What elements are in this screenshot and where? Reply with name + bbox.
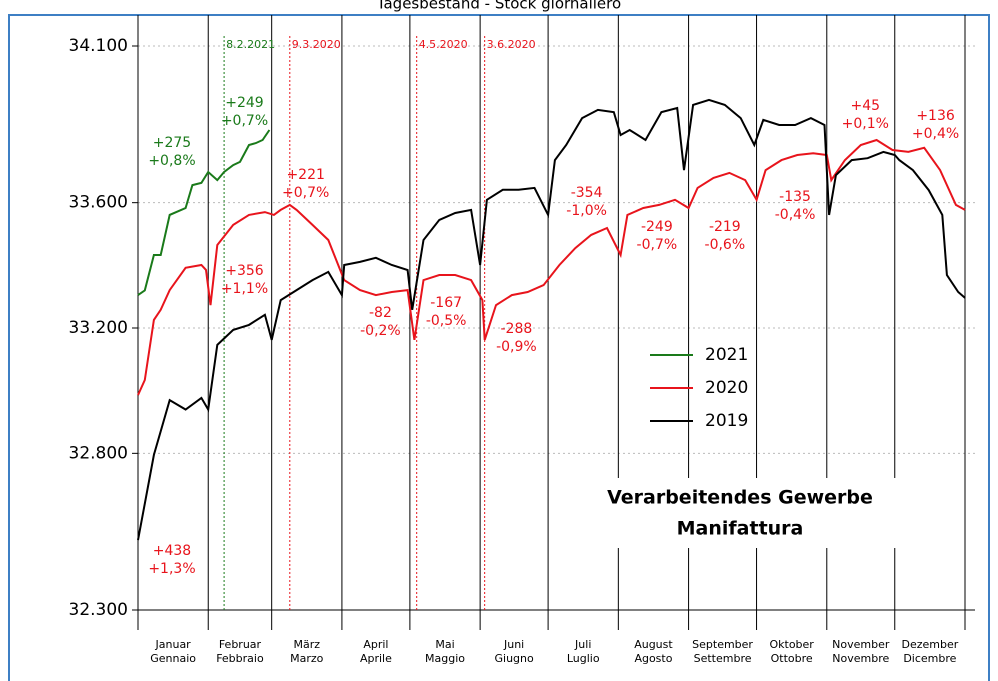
y-tick-label: 33.200: [69, 318, 128, 338]
month-label: Novembre: [832, 652, 889, 665]
annotation: -0,5%: [426, 313, 467, 329]
annotation: +1,1%: [221, 281, 268, 297]
box-bg: [580, 478, 905, 548]
event-label: 4.5.2020: [419, 38, 468, 51]
month-label: Oktober: [769, 638, 814, 651]
annotation: +275: [153, 135, 191, 151]
month-label: Febbraio: [216, 652, 264, 665]
month-label: Gennaio: [150, 652, 196, 665]
annotation: -1,0%: [566, 203, 607, 219]
box-text: Manifattura: [677, 518, 804, 540]
y-tick-label: 32.300: [69, 600, 128, 620]
annotation: +45: [851, 98, 881, 114]
annotation: +1,3%: [148, 561, 195, 577]
month-label: Juli: [574, 638, 591, 651]
legend-label: 2019: [705, 411, 748, 431]
legend-label: 2021: [705, 345, 748, 365]
y-tick-label: 32.800: [69, 443, 128, 463]
month-label: Juni: [503, 638, 524, 651]
month-label: November: [832, 638, 890, 651]
event-label: 3.6.2020: [487, 38, 536, 51]
series-line: [137, 129, 271, 296]
month-label: März: [294, 638, 321, 651]
frame: [8, 14, 990, 681]
month-label: Februar: [219, 638, 262, 651]
month-label: Ottobre: [771, 652, 813, 665]
month-label: Giugno: [494, 652, 534, 665]
annotation: -0,4%: [775, 207, 816, 223]
month-label: September: [692, 638, 753, 651]
annotation: -288: [500, 321, 532, 337]
month-label: Mai: [435, 638, 454, 651]
annotation: -82: [369, 305, 392, 321]
month-label: August: [634, 638, 673, 651]
annotation: -249: [641, 219, 673, 235]
annotation: +0,8%: [148, 153, 195, 169]
annotation: -354: [571, 185, 603, 201]
annotation: -0,7%: [637, 237, 678, 253]
month-label: April: [363, 638, 388, 651]
annotation: +356: [225, 263, 264, 279]
annotation: +438: [153, 543, 191, 559]
box-text: Verarbeitendes Gewerbe: [607, 487, 873, 509]
annotation: +249: [225, 95, 263, 111]
y-tick-label: 33.600: [69, 193, 128, 213]
annotation: -0,6%: [705, 237, 746, 253]
annotation: -0,2%: [360, 323, 401, 339]
annotation: -167: [430, 295, 462, 311]
event-label: 9.3.2020: [292, 38, 341, 51]
annotation: -135: [779, 189, 811, 205]
annotation: -0,9%: [496, 339, 537, 355]
event-label: 8.2.2021: [226, 38, 275, 51]
month-label: Marzo: [290, 652, 324, 665]
annotation: +221: [286, 167, 324, 183]
month-label: Maggio: [425, 652, 465, 665]
y-tick-label: 34.100: [69, 36, 128, 56]
month-label: Settembre: [694, 652, 752, 665]
annotation: +0,7%: [221, 113, 268, 129]
annotation: +0,4%: [912, 126, 959, 142]
series-line: [137, 138, 966, 396]
month-label: Januar: [155, 638, 192, 651]
annotation: +0,1%: [842, 116, 889, 132]
month-label: Aprile: [360, 652, 392, 665]
series-line: [137, 98, 966, 541]
month-label: Dezember: [901, 638, 958, 651]
annotation: -219: [709, 219, 741, 235]
month-label: Luglio: [567, 652, 600, 665]
month-label: Agosto: [634, 652, 672, 665]
annotation: +0,7%: [282, 185, 329, 201]
month-label: Dicembre: [903, 652, 956, 665]
legend-label: 2020: [705, 378, 748, 398]
annotation: +136: [916, 108, 955, 124]
chart-title: Tagesbestand - Stock giornaliero: [376, 0, 621, 13]
